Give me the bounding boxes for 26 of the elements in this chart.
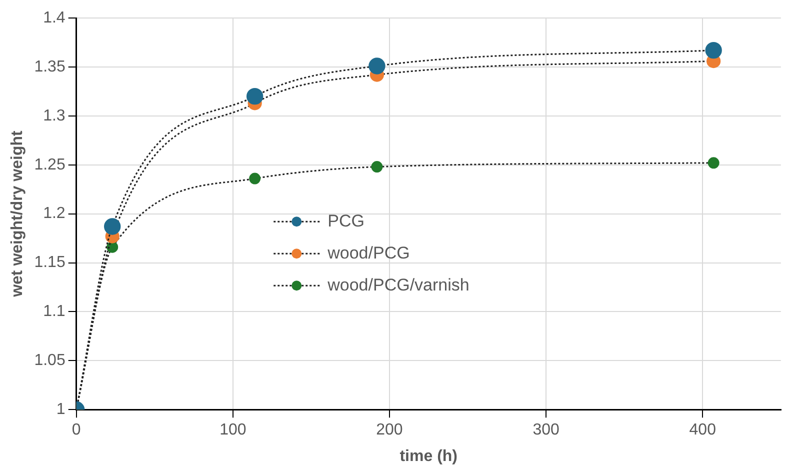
y-tick-label: 1 [56, 401, 66, 418]
point [705, 42, 722, 59]
point [246, 88, 264, 105]
y-tick-label: 1.2 [43, 205, 66, 222]
x-tick-label: 300 [532, 422, 560, 439]
y-axis-title: wet weight/dry weight [9, 130, 26, 298]
x-tick-label: 200 [376, 422, 403, 439]
y-tick-label: 1.35 [34, 58, 66, 76]
x-tick-label: 100 [220, 422, 246, 439]
y-tick-label: 1.15 [34, 254, 66, 272]
point [368, 58, 386, 74]
legend-label: wood/PCG [326, 243, 410, 262]
legend-label: PCG [328, 211, 364, 230]
legend-label: wood/PCG/varnish [326, 275, 470, 294]
y-tick-label: 1.25 [34, 156, 66, 174]
point [708, 157, 720, 169]
x-tick-label: 400 [689, 422, 716, 439]
point [249, 172, 261, 184]
y-tick-label: 1.3 [43, 107, 66, 124]
point [104, 218, 121, 235]
x-tick-label: 0 [72, 422, 81, 439]
point [371, 161, 383, 173]
y-tick-label: 1.05 [34, 352, 66, 370]
y-tick-label: 1.1 [43, 303, 66, 320]
x-axis-title: time (h) [400, 448, 458, 465]
y-tick-label: 1.4 [43, 9, 66, 26]
